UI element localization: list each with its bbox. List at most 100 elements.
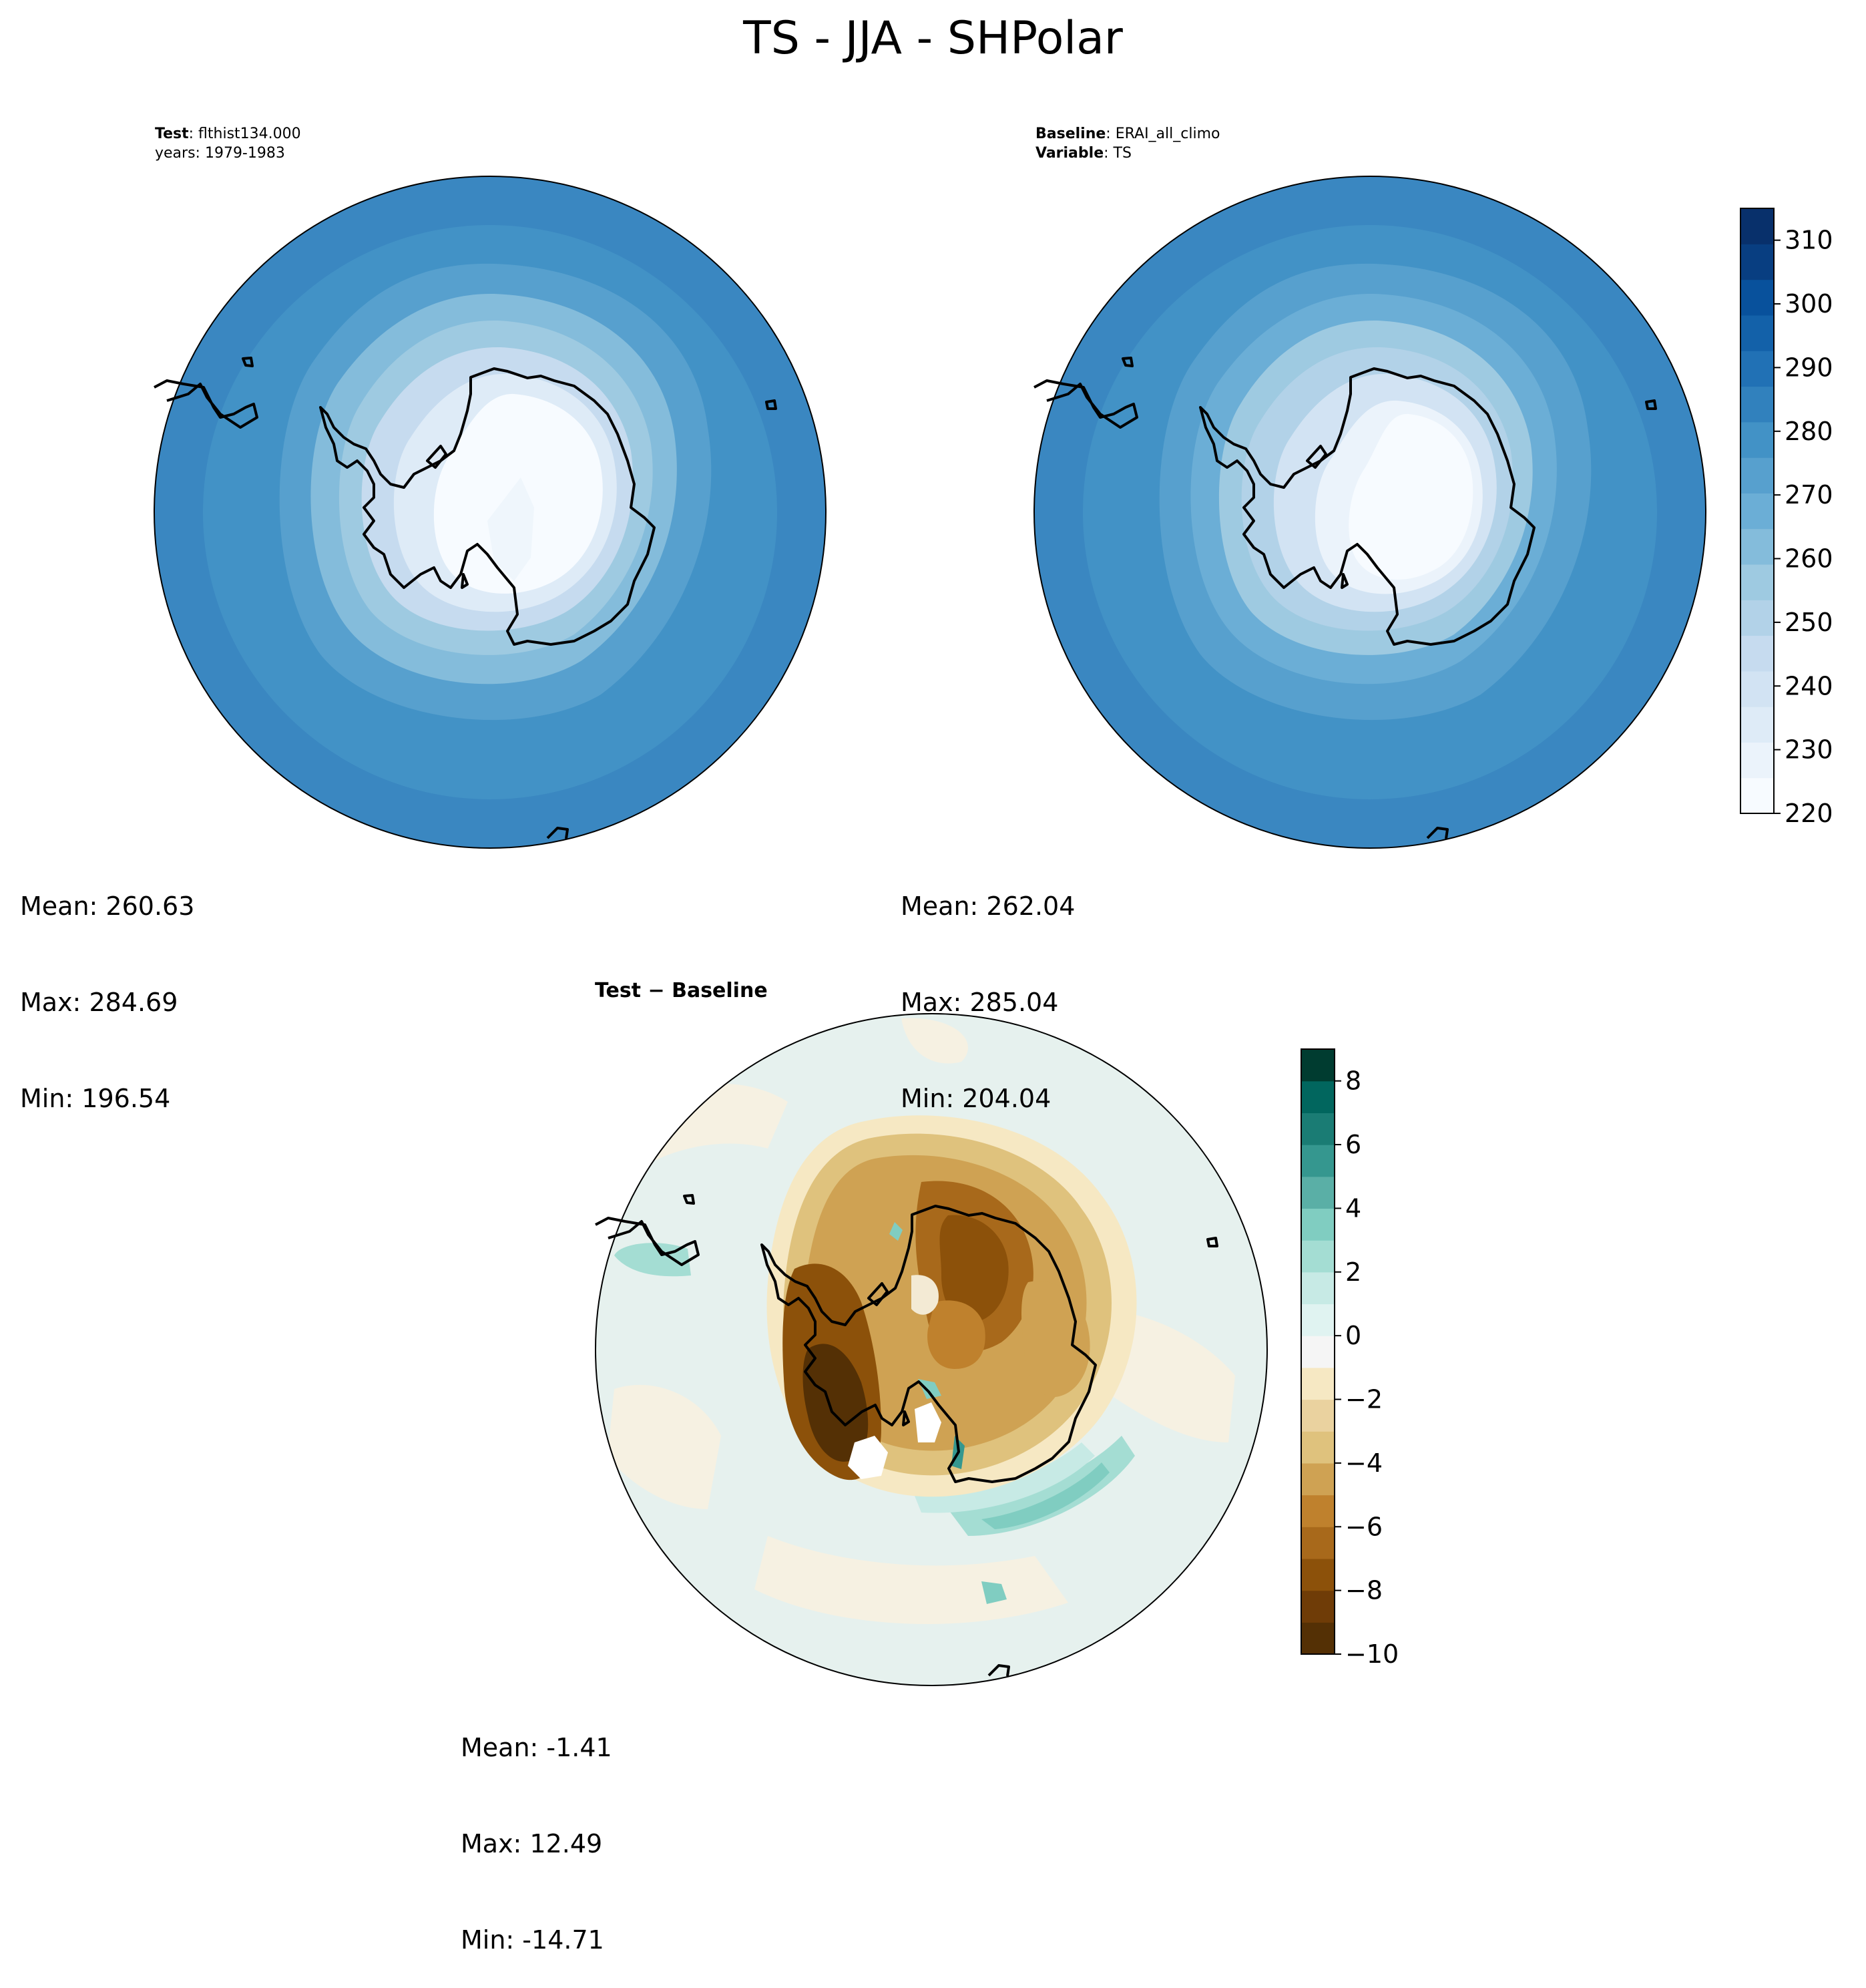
- field-colorbar-level-15: [1740, 244, 1774, 280]
- field-colorbar: 220 230 240 250 260 270 280 290 300 310: [1740, 208, 1833, 828]
- diff-colorbar-level-17: [1301, 1080, 1335, 1113]
- variable-label-sep: :: [1104, 145, 1109, 162]
- diff-colorbar-level-14: [1301, 1176, 1335, 1209]
- field-colorbar-level-13: [1740, 315, 1774, 351]
- field-colorbar-level-9: [1740, 457, 1774, 493]
- field-colorbar-level-1: [1740, 742, 1774, 779]
- field-colorbar-level-8: [1740, 493, 1774, 530]
- diff-colorbar-frame: [1301, 1048, 1335, 1655]
- diff-colorbar-tick-label: −8: [1345, 1576, 1383, 1605]
- diff-title-minus: −: [648, 979, 665, 1002]
- field-colorbar-level-10: [1740, 421, 1774, 458]
- diff-title-baseline: Baseline: [672, 979, 768, 1002]
- diff-colorbar-tick-label: 4: [1345, 1193, 1361, 1223]
- field-colorbar-tick-label: 260: [1785, 544, 1833, 574]
- test-header: Test: flthist134.000 years: 1979-1983: [155, 124, 301, 163]
- field-colorbar-tick-label: 300: [1785, 289, 1833, 319]
- diff-colorbar-level-15: [1301, 1145, 1335, 1177]
- variable-name: TS: [1113, 145, 1132, 162]
- diff-colorbar-level-7: [1301, 1399, 1335, 1432]
- diff-map: [596, 1014, 1267, 1685]
- baseline-stats: Mean: 262.04 Max: 285.04 Min: 204.04: [901, 826, 1075, 1147]
- field-colorbar-level-2: [1740, 707, 1774, 743]
- field-colorbar-tick-label: 230: [1785, 735, 1833, 765]
- diff-colorbar-level-12: [1301, 1240, 1335, 1273]
- test-min: Min: 196.54: [20, 1084, 171, 1113]
- variable-line: Variable: TS: [1035, 144, 1220, 163]
- field-colorbar-level-14: [1740, 279, 1774, 316]
- test-coastline: [154, 357, 777, 839]
- field-colorbar-level-16: [1740, 208, 1774, 244]
- baseline-label: Baseline: [1035, 126, 1106, 142]
- test-years: years: 1979-1983: [155, 145, 285, 162]
- diff-colorbar-level-18: [1301, 1049, 1335, 1082]
- baseline-coastline: [1033, 357, 1657, 839]
- diff-colorbar-tick-label: −2: [1345, 1385, 1383, 1414]
- diff-min: Min: -14.71: [461, 1925, 604, 1955]
- field-colorbar-tick-label: 290: [1785, 353, 1833, 382]
- diff-mean: Mean: -1.41: [461, 1733, 612, 1762]
- baseline-header: Baseline: ERAI_all_climo Variable: TS: [1035, 124, 1220, 163]
- diff-colorbar-tick-label: −6: [1345, 1512, 1383, 1541]
- field-colorbar-tick-label: 270: [1785, 480, 1833, 510]
- diff-map-boundary: [595, 1013, 1268, 1686]
- baseline-label-sep: :: [1106, 126, 1111, 142]
- field-colorbar-level-11: [1740, 386, 1774, 423]
- test-label: Test: [155, 126, 189, 142]
- diff-colorbar-level-16: [1301, 1113, 1335, 1145]
- field-colorbar-tick-label: 310: [1785, 226, 1833, 255]
- baseline-case-line: Baseline: ERAI_all_climo: [1035, 124, 1220, 144]
- baseline-case-name: ERAI_all_climo: [1115, 126, 1220, 142]
- diff-colorbar-tick-label: −10: [1345, 1639, 1399, 1669]
- field-colorbar-level-12: [1740, 351, 1774, 387]
- baseline-map: [1034, 176, 1706, 848]
- diff-colorbar-level-0: [1301, 1622, 1335, 1655]
- diff-colorbar-level-3: [1301, 1527, 1335, 1559]
- field-colorbar-level-7: [1740, 528, 1774, 565]
- diff-colorbar-level-4: [1301, 1495, 1335, 1527]
- diff-colorbar-level-13: [1301, 1208, 1335, 1241]
- diff-colorbar-level-6: [1301, 1431, 1335, 1464]
- diff-stats: Mean: -1.41 Max: 12.49 Min: -14.71: [461, 1667, 612, 1988]
- diff-title: Test − Baseline: [595, 979, 768, 1002]
- baseline-mean: Mean: 262.04: [901, 891, 1076, 921]
- test-label-sep: :: [188, 126, 194, 142]
- diff-coastline: [595, 1194, 1218, 1677]
- test-case-name: flthist134.000: [198, 126, 301, 142]
- field-colorbar-level-3: [1740, 670, 1774, 707]
- diff-colorbar-tick-label: 2: [1345, 1257, 1361, 1287]
- diff-title-test: Test: [595, 979, 642, 1002]
- diff-colorbar-tick-label: 6: [1345, 1130, 1361, 1159]
- baseline-max: Max: 285.04: [901, 988, 1059, 1017]
- diff-colorbar-level-8: [1301, 1367, 1335, 1400]
- diff-colorbar-level-11: [1301, 1271, 1335, 1305]
- diff-colorbar-level-2: [1301, 1558, 1335, 1591]
- diff-colorbar-tick-label: −4: [1345, 1448, 1383, 1478]
- field-colorbar-level-0: [1740, 777, 1774, 814]
- figure-title: TS - JJA - SHPolar: [743, 12, 1123, 65]
- test-map-boundary: [154, 176, 827, 849]
- diff-colorbar-level-10: [1301, 1304, 1335, 1336]
- diff-colorbar-level-9: [1301, 1336, 1335, 1368]
- field-colorbar-tick-label: 280: [1785, 417, 1833, 446]
- baseline-map-boundary: [1033, 176, 1706, 849]
- field-colorbar-level-4: [1740, 635, 1774, 672]
- variable-label: Variable: [1035, 145, 1104, 162]
- field-colorbar-tick-label: 240: [1785, 671, 1833, 701]
- field-colorbar-tick-label: 250: [1785, 608, 1833, 637]
- baseline-min: Min: 204.04: [901, 1084, 1052, 1113]
- test-stats: Mean: 260.63 Max: 284.69 Min: 196.54: [20, 826, 194, 1147]
- field-colorbar-frame: [1740, 208, 1775, 814]
- diff-colorbar-level-5: [1301, 1462, 1335, 1496]
- test-mean: Mean: 260.63: [20, 891, 195, 921]
- test-case-line: Test: flthist134.000: [155, 124, 301, 144]
- field-colorbar-tick-label: 220: [1785, 799, 1833, 828]
- field-colorbar-level-6: [1740, 564, 1774, 600]
- field-colorbar-level-5: [1740, 600, 1774, 636]
- test-max: Max: 284.69: [20, 988, 178, 1017]
- test-map: [154, 176, 826, 848]
- diff-colorbar-tick-label: 0: [1345, 1321, 1361, 1350]
- diff-colorbar-level-1: [1301, 1590, 1335, 1623]
- diff-max: Max: 12.49: [461, 1829, 603, 1858]
